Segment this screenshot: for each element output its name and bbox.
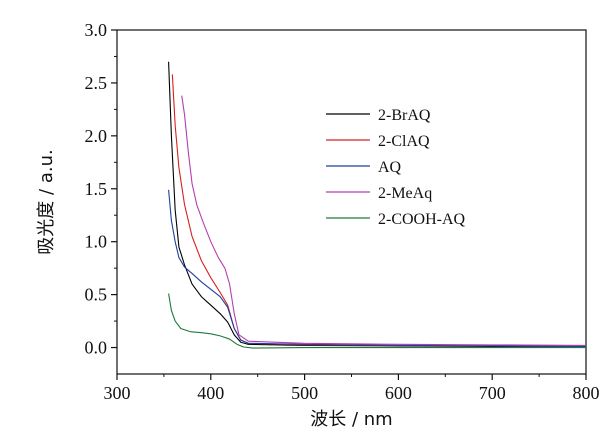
plot-border xyxy=(116,29,587,375)
series-line-2-cooh-aq xyxy=(168,293,586,349)
legend-label-2-meaq: 2-MeAq xyxy=(378,185,432,202)
legend-label-2-claq: 2-ClAQ xyxy=(378,133,430,150)
x-tick-label: 700 xyxy=(479,383,506,403)
plot-frame xyxy=(116,29,587,375)
x-tick-label: 800 xyxy=(573,383,600,403)
legend-label-2-braq: 2-BrAQ xyxy=(378,107,431,124)
x-tick-label: 300 xyxy=(104,383,131,403)
x-tick-label: 400 xyxy=(197,383,224,403)
legend: 2-BrAQ 2-ClAQ AQ 2-MeAq 2-COOH-AQ xyxy=(326,107,466,228)
legend-label-aq: AQ xyxy=(378,159,402,176)
y-tick-label: 3.0 xyxy=(85,20,108,40)
y-tick-label: 2.5 xyxy=(85,73,108,93)
series-line-2-braq xyxy=(168,61,586,348)
x-tick-label: 600 xyxy=(385,383,412,403)
axes-layer: 300 400 500 600 700 800 0.0 0.5 1.0 1.5 2.0 2.5 3.0 xyxy=(85,20,600,403)
y-tick-label: 0.0 xyxy=(85,338,108,358)
y-tick-label: 1.0 xyxy=(85,232,108,252)
series-line-2-meaq xyxy=(181,95,586,346)
x-axis-label: 波长 / nm xyxy=(310,409,392,430)
y-axis-label: 吸光度 / a.u. xyxy=(36,149,57,254)
x-tick-label: 500 xyxy=(291,383,318,403)
y-tick-label: 0.5 xyxy=(85,285,108,305)
series-layer xyxy=(168,61,586,349)
y-tick-label: 2.0 xyxy=(85,126,108,146)
series-line-aq xyxy=(168,189,586,348)
legend-label-2-cooh-aq: 2-COOH-AQ xyxy=(378,211,466,228)
y-tick-label: 1.5 xyxy=(85,179,108,199)
